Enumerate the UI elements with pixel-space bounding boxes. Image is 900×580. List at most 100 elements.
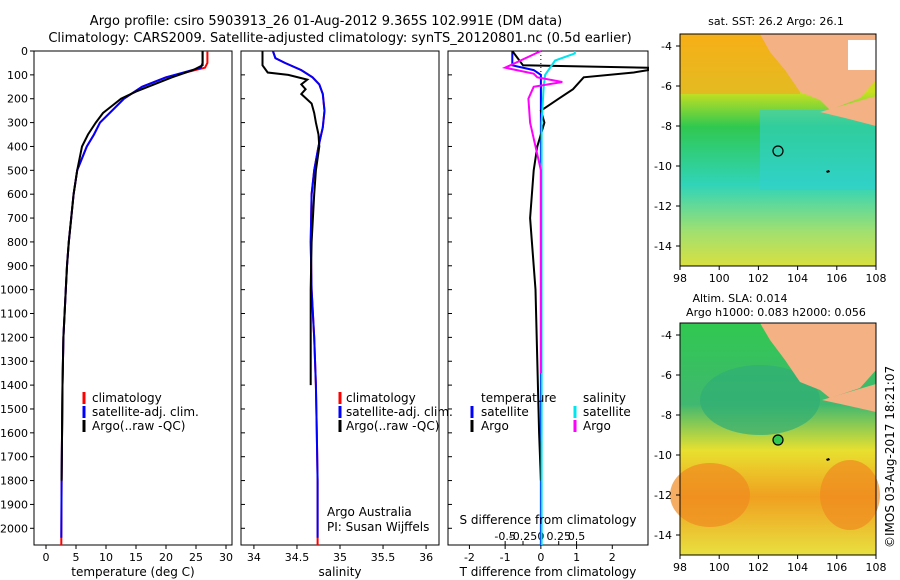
legend-label-s-satellite: satellite <box>583 405 631 419</box>
sumatra-land <box>760 323 876 398</box>
float-location-marker <box>772 434 784 446</box>
lon-tick-label: 102 <box>748 272 769 285</box>
lon-tick-label: 106 <box>826 561 847 574</box>
sla-map <box>670 322 880 556</box>
depth-tick-label: 1300 <box>0 355 28 368</box>
series-line-satellite-adj-clim- <box>60 51 204 538</box>
x-tick-label: 15 <box>129 551 143 564</box>
lat-tick-label: -4 <box>661 329 672 342</box>
legend-label-satellite: satellite-adj. clim. <box>346 405 453 419</box>
x-tick-label: 1 <box>573 551 580 564</box>
legend-title-temperature: temperature <box>481 391 556 405</box>
difference-x-label: T difference from climatology <box>459 565 637 579</box>
s-difference-label: S difference from climatology <box>460 513 637 527</box>
difference-x-axis: -2 -1 0 1 2-0.5-0.25 0 0.250.5 <box>464 51 616 564</box>
lon-tick-label: 106 <box>826 272 847 285</box>
x-tick-label: 36 <box>419 551 433 564</box>
lon-tick-label: 108 <box>866 561 887 574</box>
credit-line-1: Argo Australia <box>327 505 412 519</box>
depth-tick-label: 1400 <box>0 379 28 392</box>
depth-tick-label: 1700 <box>0 451 28 464</box>
depth-tick-label: 1800 <box>0 475 28 488</box>
lon-tick-label: 100 <box>709 561 730 574</box>
x-tick-label: 10 <box>99 551 113 564</box>
legend-label-t-argo: Argo <box>481 419 509 433</box>
depth-tick-label: 2000 <box>0 522 28 535</box>
x-tick-label: 0 <box>43 551 50 564</box>
depth-tick-label: 0 <box>21 45 28 58</box>
lon-tick-label: 104 <box>787 561 808 574</box>
x-tick-label: 34.5 <box>285 551 310 564</box>
depth-tick-label: 300 <box>7 117 28 130</box>
series-line-argo-raw-qc- <box>261 51 321 386</box>
s-tick-label: 0.25 <box>546 530 571 543</box>
lon-tick-label: 98 <box>673 561 687 574</box>
sla-map-frame <box>679 322 877 556</box>
depth-tick-label: 1200 <box>0 331 28 344</box>
x-tick-label: 0 <box>537 551 544 564</box>
christmas-island <box>826 170 830 173</box>
sst-map-frame <box>679 33 877 267</box>
lat-tick-label: -8 <box>661 409 672 422</box>
salinity-x-label: salinity <box>318 565 361 579</box>
salinity-legend: climatology satellite-adj. clim. Argo(..… <box>327 391 453 534</box>
lon-tick-label: 104 <box>787 272 808 285</box>
temperature-x-label: temperature (deg C) <box>71 565 194 579</box>
legend-label-climatology: climatology <box>92 391 162 405</box>
legend-label-satellite: satellite-adj. clim. <box>92 405 199 419</box>
depth-tick-label: 700 <box>7 212 28 225</box>
depth-tick-label: 1600 <box>0 427 28 440</box>
depth-tick-label: 400 <box>7 140 28 153</box>
x-tick-label: 34 <box>247 551 261 564</box>
sst-missing-data <box>848 40 876 70</box>
sst-cool-patch <box>760 110 876 190</box>
s-tick-label: 0.5 <box>568 530 586 543</box>
series-line-temperature-argo <box>511 50 649 481</box>
lat-tick-label: -12 <box>654 200 672 213</box>
header-line-2: Climatology: CARS2009. Satellite-adjuste… <box>48 31 631 46</box>
x-tick-label: 25 <box>189 551 203 564</box>
christmas-island <box>826 458 830 461</box>
depth-tick-label: 200 <box>7 93 28 106</box>
s-tick-label: -0.25 <box>509 530 537 543</box>
depth-tick-label: 800 <box>7 236 28 249</box>
sla-map-title-1: Altim. SLA: 0.014 <box>692 292 787 305</box>
lat-tick-label: -12 <box>654 489 672 502</box>
series-layer <box>60 50 649 546</box>
sst-map <box>679 33 877 267</box>
salinity-x-axis: 34 34.5 35 35.5 36 <box>247 545 433 564</box>
watermark: ©IMOS 03-Aug-2017 18:21:07 <box>883 366 897 548</box>
depth-tick-label: 1900 <box>0 498 28 511</box>
credit-line-2: PI: Susan Wijffels <box>327 520 429 534</box>
x-tick-label: 35.5 <box>371 551 396 564</box>
x-tick-label: 35 <box>333 551 347 564</box>
float-location-marker <box>772 145 784 157</box>
depth-tick-label: 1100 <box>0 308 28 321</box>
lat-tick-label: -10 <box>654 449 672 462</box>
lat-tick-label: -8 <box>661 120 672 133</box>
x-tick-label: 30 <box>219 551 233 564</box>
legend-label-s-argo: Argo <box>583 419 611 433</box>
lon-tick-label: 98 <box>673 272 687 285</box>
series-line-salinity-argo <box>501 50 563 374</box>
depth-tick-label: 500 <box>7 164 28 177</box>
temperature-legend: climatology satellite-adj. clim. Argo(..… <box>82 391 199 433</box>
sla-map-axes: -4 -6 -8 -10 -12 -14 98 100 102 104 106 108 <box>654 329 886 574</box>
lat-tick-label: -14 <box>654 529 672 542</box>
x-tick-label: -1 <box>500 551 511 564</box>
series-line-argo-raw-qc- <box>60 51 204 481</box>
legend-title-salinity: salinity <box>583 391 626 405</box>
legend-label-t-satellite: satellite <box>481 405 529 419</box>
depth-axis: 0 100 200 300 400 500 600 700 800 900 1000 1100 1200… <box>0 45 452 535</box>
legend-label-argo: Argo(..raw -QC) <box>92 419 185 433</box>
sst-map-title: sat. SST: 26.2 Argo: 26.1 <box>708 15 844 28</box>
x-tick-label: 20 <box>159 551 173 564</box>
legend-label-argo: Argo(..raw -QC) <box>346 419 439 433</box>
lon-tick-label: 102 <box>748 561 769 574</box>
x-tick-label: 5 <box>73 551 80 564</box>
java-land <box>822 384 876 412</box>
header-line-1: Argo profile: csiro 5903913_26 01-Aug-20… <box>90 14 562 29</box>
series-line-salinity-satellite <box>540 51 576 545</box>
sumatra-land <box>760 34 876 110</box>
